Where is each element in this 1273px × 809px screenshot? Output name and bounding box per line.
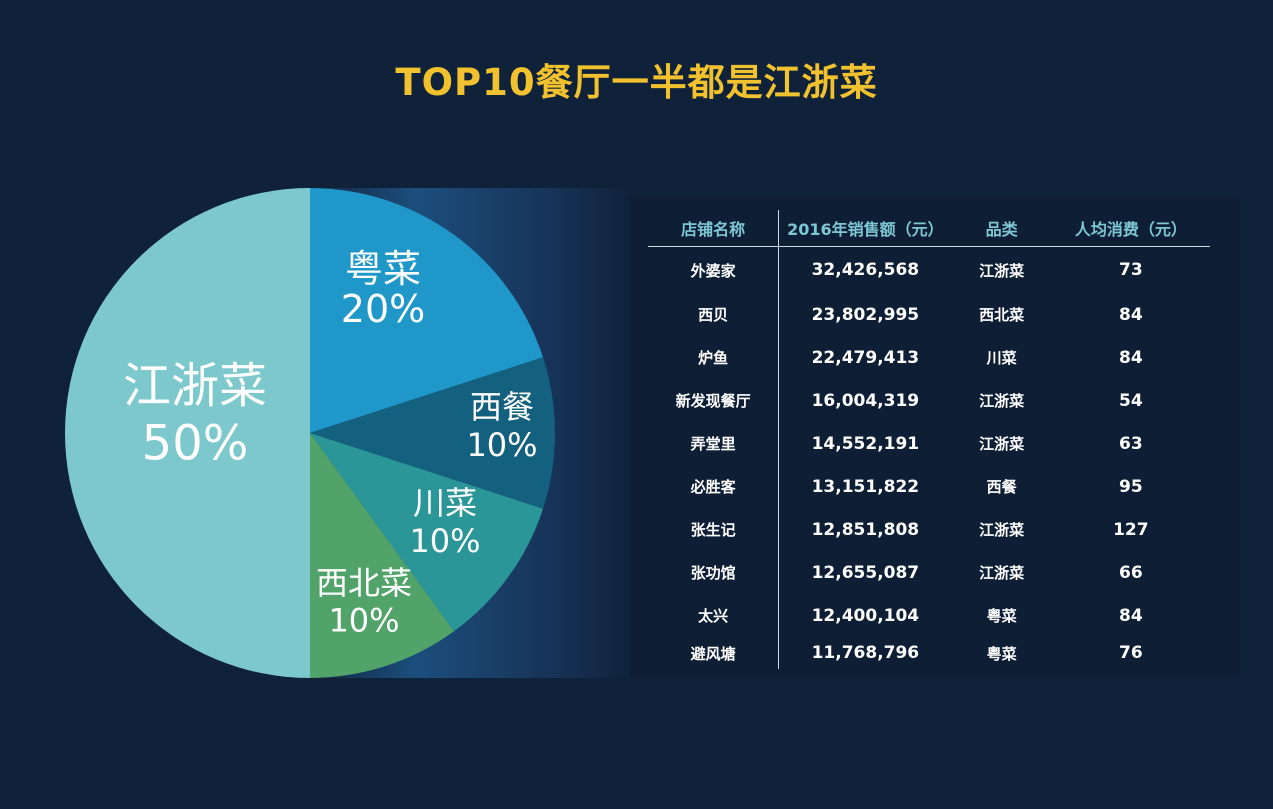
cell-spend: 84: [1119, 605, 1143, 626]
table-row: 新发现餐厅 16,004,319 江浙菜 54: [648, 379, 1210, 422]
slice-pct-2: 10%: [409, 522, 480, 560]
cell-store: 太兴: [648, 594, 780, 637]
cell-store: 炉鱼: [648, 336, 780, 379]
slice-label-2: 川菜: [413, 484, 477, 522]
pie-slice-3: [310, 433, 455, 678]
cell-cat: 粤菜: [986, 644, 1017, 663]
pie-slice-2: [310, 433, 544, 632]
slice-pct-4: 50%: [142, 416, 249, 472]
cell-sales: 12,655,087: [811, 562, 920, 583]
cell-cat: 江浙菜: [979, 521, 1025, 539]
cell-store: 弄堂里: [648, 422, 780, 465]
cell-sales: 16,004,319: [811, 390, 920, 411]
cell-cat: 江浙菜: [979, 564, 1025, 582]
cell-cat: 江浙菜: [979, 261, 1025, 280]
cell-store: 新发现餐厅: [648, 379, 780, 422]
cell-store: 张生记: [648, 508, 780, 551]
cell-store: 张功馆: [648, 551, 780, 594]
slice-label-1: 西餐: [470, 388, 534, 426]
cell-spend: 127: [1113, 519, 1149, 540]
cell-sales: 32,426,568: [811, 260, 920, 280]
pie-slice-0: [310, 188, 544, 433]
cell-spend: 54: [1119, 390, 1143, 411]
cell-cat: 西北菜: [979, 306, 1025, 324]
header-store-name: 店铺名称: [648, 210, 780, 247]
cell-sales: 12,851,808: [811, 519, 920, 540]
cell-spend: 73: [1119, 260, 1143, 280]
pie-slice-1: [310, 357, 556, 509]
cell-sales: 12,400,104: [811, 605, 920, 626]
table-row: 炉鱼 22,479,413 川菜 84: [648, 336, 1210, 379]
restaurant-table: 店铺名称 2016年销售额（元） 品类 人均消费（元） 外婆家 32,426,56…: [648, 210, 1210, 669]
slice-pct-0: 20%: [341, 287, 425, 331]
cell-spend: 76: [1119, 643, 1143, 663]
slice-label-0: 粤菜: [345, 247, 421, 291]
table-row: 太兴 12,400,104 粤菜 84: [648, 594, 1210, 637]
table-row: 张功馆 12,655,087 江浙菜 66: [648, 551, 1210, 594]
cell-store: 外婆家: [648, 246, 780, 293]
cell-spend: 63: [1119, 433, 1143, 454]
slice-pct-1: 10%: [466, 426, 537, 464]
cell-sales: 13,151,822: [811, 476, 920, 497]
header-avg-spend: 人均消费（元）: [1051, 210, 1210, 247]
cell-cat: 江浙菜: [979, 435, 1025, 453]
slice-label-4: 江浙菜: [123, 358, 267, 414]
table-row: 弄堂里 14,552,191 江浙菜 63: [648, 422, 1210, 465]
cell-spend: 84: [1119, 304, 1143, 325]
table-row: 必胜客 13,151,822 西餐 95: [648, 465, 1210, 508]
cell-spend: 66: [1119, 562, 1143, 583]
cell-sales: 22,479,413: [811, 347, 920, 368]
pie-slice-4: [65, 188, 310, 678]
cell-cat: 川菜: [986, 349, 1017, 367]
chart-title: TOP10餐厅一半都是江浙菜: [395, 61, 878, 104]
cell-store: 必胜客: [648, 465, 780, 508]
table-header-row: 店铺名称 2016年销售额（元） 品类 人均消费（元）: [648, 210, 1210, 247]
cell-sales: 14,552,191: [811, 433, 920, 454]
table-row: 张生记 12,851,808 江浙菜 127: [648, 508, 1210, 551]
cell-spend: 95: [1119, 476, 1143, 497]
header-category: 品类: [951, 210, 1052, 247]
table-row: 避风塘 11,768,796 粤菜 76: [648, 637, 1210, 669]
slice-pct-3: 10%: [328, 601, 399, 639]
cell-cat: 西餐: [986, 478, 1017, 496]
cell-cat: 江浙菜: [979, 392, 1025, 410]
cell-sales: 11,768,796: [811, 643, 920, 663]
table-row: 外婆家 32,426,568 江浙菜 73: [648, 246, 1210, 293]
header-sales: 2016年销售额（元）: [778, 210, 952, 247]
cell-cat: 粤菜: [986, 607, 1017, 625]
cell-sales: 23,802,995: [811, 304, 920, 325]
slice-label-3: 西北菜: [316, 564, 412, 602]
table-row: 西贝 23,802,995 西北菜 84: [648, 293, 1210, 336]
cell-store: 避风塘: [648, 637, 780, 669]
cell-store: 西贝: [648, 293, 780, 336]
cell-spend: 84: [1119, 347, 1143, 368]
